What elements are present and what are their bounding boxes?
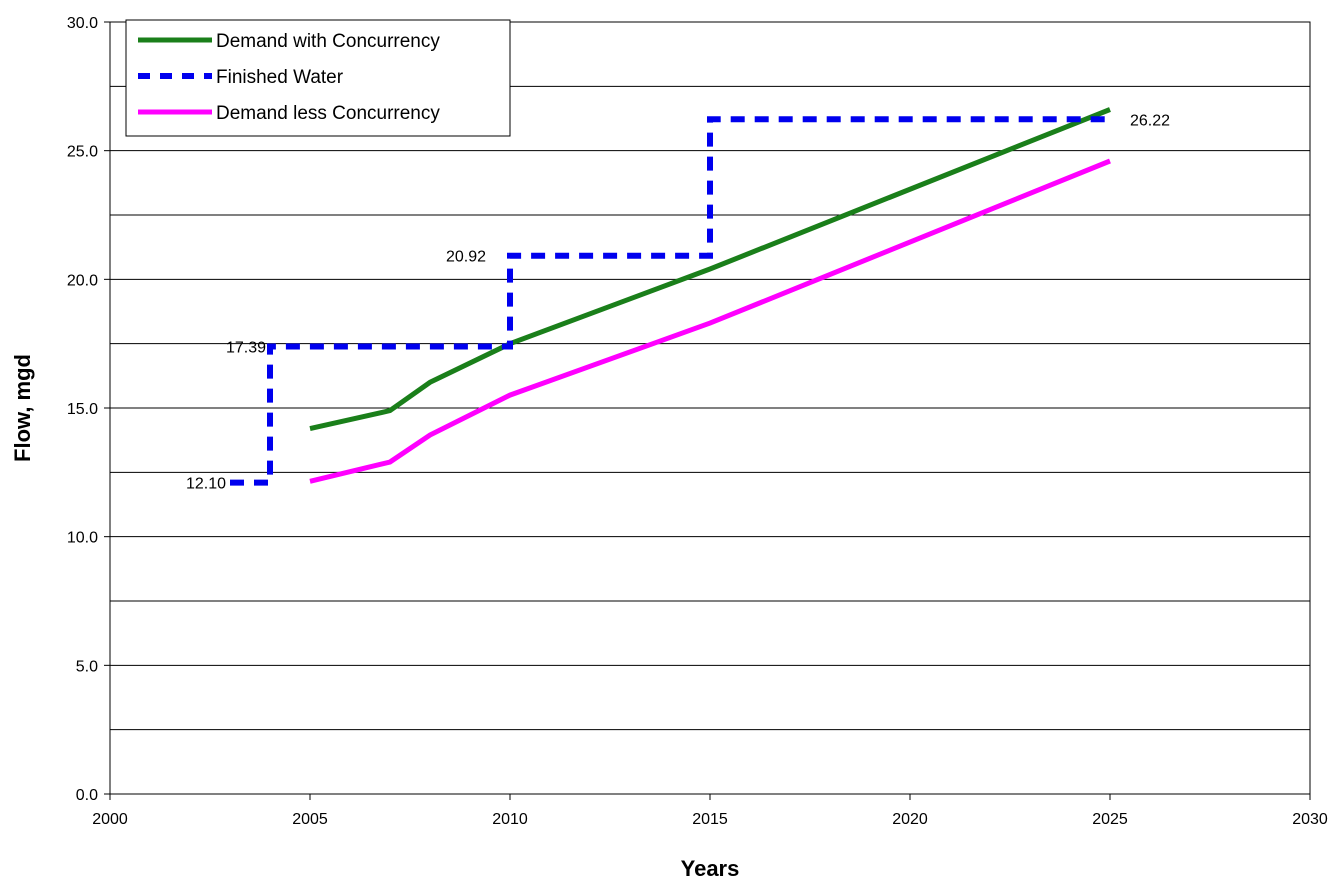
y-tick-label-6: 30.0 <box>67 15 98 32</box>
legend-label-2: Demand less Concurrency <box>216 103 440 124</box>
y-tick-label-3: 15.0 <box>67 401 98 418</box>
x-tick-label-1: 2005 <box>292 811 328 828</box>
x-axis-ticks: 2000 2005 2010 2015 2020 2025 2030 <box>92 794 1328 828</box>
data-label-1: 17.39 <box>226 339 266 356</box>
y-axis-ticks: 0.0 5.0 10.0 15.0 20.0 25.0 30.0 <box>67 15 110 804</box>
x-tick-label-6: 2030 <box>1292 811 1328 828</box>
legend-label-0: Demand with Concurrency <box>216 31 440 52</box>
data-label-2: 20.92 <box>446 249 486 266</box>
y-tick-label-4: 20.0 <box>67 272 98 289</box>
x-tick-label-3: 2015 <box>692 811 728 828</box>
y-tick-label-5: 25.0 <box>67 144 98 161</box>
series-line-finished-water <box>230 116 1110 486</box>
y-axis-title: Flow, mgd <box>10 354 35 462</box>
legend: Demand with Concurrency Finished Water Dem… <box>125 19 511 137</box>
x-tick-label-5: 2025 <box>1092 811 1128 828</box>
series-line-demand-less-concurrency <box>309 158 1111 484</box>
data-label-0: 12.10 <box>186 476 226 493</box>
series-line-demand-with-concurrency <box>309 107 1111 432</box>
y-tick-label-1: 5.0 <box>76 658 98 675</box>
x-axis-title: Years <box>681 856 740 881</box>
data-label-3: 26.22 <box>1130 112 1170 129</box>
legend-label-1: Finished Water <box>216 67 344 88</box>
x-tick-label-4: 2020 <box>892 811 928 828</box>
data-labels: 12.10 17.39 20.92 26.22 <box>186 112 1170 492</box>
series-group <box>230 107 1111 486</box>
y-tick-label-0: 0.0 <box>76 787 98 804</box>
x-tick-label-2: 2010 <box>492 811 528 828</box>
x-tick-label-0: 2000 <box>92 811 128 828</box>
y-tick-label-2: 10.0 <box>67 530 98 547</box>
